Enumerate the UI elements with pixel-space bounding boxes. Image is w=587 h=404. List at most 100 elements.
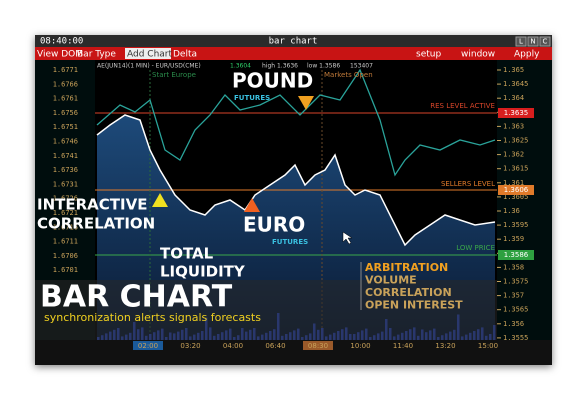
toolbar-button[interactable]: window <box>461 50 495 60</box>
right-axis-label: 1.3565 <box>503 306 528 314</box>
right-axis-label: 1.3595 <box>503 221 528 229</box>
euro-sub: FUTURES <box>272 238 308 246</box>
price-tag <box>498 108 534 118</box>
left-axis-label: 1.6711 <box>53 238 78 246</box>
right-axis-label: 1.3615 <box>503 165 528 173</box>
toolbar-button[interactable]: setup <box>416 50 441 60</box>
price-tag-text: 1.3635 <box>504 109 529 117</box>
total-label: TOTAL <box>160 245 214 263</box>
window-button-label: L <box>519 38 523 46</box>
session-label: Start Europe <box>152 71 196 79</box>
window-button[interactable] <box>515 36 527 47</box>
toolbar-button[interactable]: Bar Type <box>77 50 116 60</box>
toolbar-button[interactable]: Delta <box>173 50 197 60</box>
window-button[interactable] <box>527 36 539 47</box>
right-axis-label: 1.36 <box>503 207 520 215</box>
left-axis-label: 1.6726 <box>53 195 78 203</box>
time-label: 02:00 <box>138 342 158 350</box>
time-label: 13:20 <box>435 342 455 350</box>
price-tag-text: 1.3586 <box>504 251 529 259</box>
right-axis-label: 1.365 <box>503 66 524 74</box>
left-axis-label: 1.6761 <box>53 95 78 103</box>
right-axis-label: 1.3645 <box>503 80 528 88</box>
left-axis-label: 1.6721 <box>53 209 78 217</box>
correlation-label: CORRELATION <box>37 215 155 233</box>
active-tab <box>125 48 171 59</box>
feature-label: CORRELATION <box>365 286 452 299</box>
instrument: AE(JUN14)(1 MIN) - EUR/USD(CME) <box>97 63 201 70</box>
level-label: SELLERS LEVEL <box>441 180 495 188</box>
window-button[interactable] <box>539 36 551 47</box>
price-tag <box>498 250 534 260</box>
time-label: 15:00 <box>478 342 498 350</box>
toolbar-button[interactable]: Apply <box>514 50 540 60</box>
left-axis-label: 1.6731 <box>53 180 78 188</box>
interactive-label: INTERACTIVE <box>37 196 147 214</box>
time-highlight <box>303 341 333 350</box>
feature-label: ARBITRATION <box>365 261 448 274</box>
pound-line <box>96 68 496 177</box>
last-price: 1.3604 <box>230 63 251 70</box>
time-label: 11:40 <box>393 342 413 350</box>
left-axis-label: 1.6756 <box>53 109 78 117</box>
high: high 1.3636 <box>262 63 298 70</box>
left-axis-label: 1.6716 <box>53 223 78 231</box>
time-label: 03:20 <box>180 342 200 350</box>
left-axis-label: 1.6701 <box>53 266 78 274</box>
right-axis-label: 1.3625 <box>503 137 528 145</box>
feature-label: VOLUME <box>365 274 417 287</box>
right-axis-label: 1.359 <box>503 235 524 243</box>
marker <box>244 198 260 212</box>
right-axis-label: 1.356 <box>503 320 524 328</box>
window-title: bar chart <box>269 37 318 47</box>
level-label: LOW PRICE <box>456 244 495 252</box>
right-axis-label: 1.3555 <box>503 334 528 342</box>
left-axis-label: 1.6746 <box>53 138 78 146</box>
euro-label: EURO <box>243 213 305 237</box>
right-axis-label: 1.3575 <box>503 278 528 286</box>
right-axis-label: 1.358 <box>503 263 524 271</box>
toolbar-button[interactable]: Add Chart <box>127 50 172 60</box>
session-label: Markets Open <box>324 71 373 79</box>
feature-label: OPEN INTEREST <box>365 299 463 312</box>
low: low 1.3586 <box>307 63 340 70</box>
time-axis-bar <box>35 340 552 365</box>
left-axis-label: 1.6766 <box>53 80 78 88</box>
right-axis-label: 1.361 <box>503 179 524 187</box>
right-axis-label: 1.362 <box>503 151 524 159</box>
right-axis-label: 1.357 <box>503 292 524 300</box>
left-axis-label: 1.6751 <box>53 123 78 131</box>
time-label: 06:40 <box>265 342 285 350</box>
toolbar-button[interactable]: View DOM <box>37 50 83 60</box>
time-highlight <box>133 341 163 350</box>
left-axis-label: 1.6736 <box>53 166 78 174</box>
left-axis-label: 1.6706 <box>53 252 78 260</box>
time-label: 10:00 <box>350 342 370 350</box>
left-axis-label: 1.6741 <box>53 152 78 160</box>
time-label: 08:30 <box>308 342 328 350</box>
clock: 08:40:00 <box>40 37 83 47</box>
price-tag <box>498 185 534 195</box>
tagline: synchronization alerts signals forecasts <box>44 311 261 324</box>
liquidity-label: LIQUIDITY <box>160 263 246 281</box>
headline: BAR CHART <box>40 280 233 315</box>
right-axis-label: 1.3605 <box>503 193 528 201</box>
right-axis-label: 1.364 <box>503 94 524 102</box>
level-label: RES LEVEL ACTIVE <box>430 102 495 110</box>
banner <box>35 280 497 340</box>
right-axis-label: 1.363 <box>503 122 524 130</box>
price-tag-text: 1.3606 <box>504 186 529 194</box>
pound-label: POUND <box>232 69 313 93</box>
marker <box>152 193 168 207</box>
pound-marker <box>298 96 314 110</box>
title-bar <box>35 35 552 47</box>
time-label: 04:00 <box>223 342 243 350</box>
euro-line <box>96 114 496 247</box>
volume: 153407 <box>350 63 373 70</box>
window-button-label: N <box>530 38 535 46</box>
left-axis-label: 1.6771 <box>53 66 78 74</box>
window-button-label: C <box>543 38 548 46</box>
pound-sub: FUTURES <box>234 94 270 102</box>
